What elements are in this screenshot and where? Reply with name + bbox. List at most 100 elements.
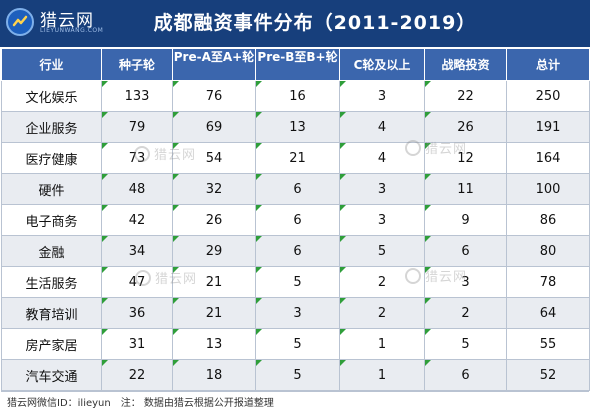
- cell-marker-icon: [256, 360, 262, 366]
- cell-text: 房产家居: [25, 338, 78, 354]
- cell-text: 21: [205, 305, 223, 321]
- cell-text: 4: [377, 150, 387, 166]
- cell-text: 47: [128, 274, 146, 290]
- cell-marker-icon: [340, 236, 346, 242]
- cell-text: 79: [128, 119, 146, 135]
- value-cell: 12: [424, 142, 507, 174]
- cell-marker-icon: [256, 205, 262, 211]
- column-header: 行业: [1, 48, 102, 81]
- value-cell: 3: [339, 204, 425, 236]
- table-row: 生活服务 47 21 5 2 3 78: [1, 266, 590, 298]
- cell-text: 4: [377, 119, 387, 135]
- cell-text: 164: [535, 150, 561, 166]
- table-row: 电子商务 42 26 6 3 9 86: [1, 204, 590, 236]
- cell-text: 6: [461, 367, 470, 383]
- value-cell: 26: [172, 204, 256, 236]
- industry-cell: 硬件: [1, 173, 102, 205]
- logo-name: 猎云网: [40, 11, 94, 31]
- column-header: Pre-A至A+轮: [172, 48, 256, 81]
- industry-cell: 汽车交通: [1, 359, 102, 391]
- table-row: 文化娱乐 133 76 16 3 22 250: [1, 80, 590, 112]
- cell-text: 13: [289, 119, 306, 135]
- value-cell: 133: [101, 80, 173, 112]
- value-cell: 6: [255, 235, 340, 267]
- cell-text: 5: [461, 336, 470, 352]
- value-cell: 5: [255, 328, 340, 360]
- cell-marker-icon: [102, 205, 108, 211]
- cell-marker-icon: [425, 143, 431, 149]
- cell-text: 32: [205, 181, 223, 197]
- industry-cell: 医疗健康: [1, 142, 102, 174]
- value-cell: 5: [255, 359, 340, 391]
- cell-text: 金融: [38, 245, 65, 261]
- cell-text: 3: [377, 212, 387, 228]
- cell-marker-icon: [425, 329, 431, 335]
- cell-marker-icon: [173, 267, 179, 273]
- cell-text: 生活服务: [25, 276, 78, 292]
- table-row: 金融 34 29 6 5 6 80: [1, 235, 590, 267]
- cell-text: 6: [293, 181, 302, 197]
- cell-text: 26: [205, 212, 223, 228]
- cell-marker-icon: [173, 236, 179, 242]
- brand-logo: 猎云网 LIEYUNWANG.COM: [4, 6, 116, 40]
- cell-text: 医疗健康: [25, 152, 78, 168]
- cell-marker-icon: [256, 112, 262, 118]
- column-header: Pre-B至B+轮: [255, 48, 340, 81]
- value-cell: 76: [172, 80, 256, 112]
- cell-marker-icon: [340, 81, 346, 87]
- cell-text: 3: [377, 181, 387, 197]
- value-cell: 86: [506, 204, 590, 236]
- value-cell: 4: [339, 111, 425, 143]
- value-cell: 3: [255, 297, 340, 329]
- value-cell: 22: [424, 80, 507, 112]
- cell-marker-icon: [340, 112, 346, 118]
- value-cell: 2: [339, 266, 425, 298]
- cell-text: 52: [539, 367, 557, 383]
- cell-marker-icon: [256, 298, 262, 304]
- cell-text: 11: [457, 181, 474, 197]
- financing-table: 行业 种子轮 Pre-A至A+轮 Pre-B至B+轮 C轮及以上 战略投资 总计…: [1, 48, 590, 391]
- cell-marker-icon: [102, 360, 108, 366]
- cell-marker-icon: [425, 360, 431, 366]
- column-header: 总计: [506, 48, 590, 81]
- value-cell: 80: [506, 235, 590, 267]
- value-cell: 6: [255, 173, 340, 205]
- cell-marker-icon: [425, 298, 431, 304]
- value-cell: 36: [101, 297, 173, 329]
- cell-marker-icon: [173, 81, 179, 87]
- cell-text: 29: [205, 243, 223, 259]
- cell-text: 73: [128, 150, 146, 166]
- cell-marker-icon: [102, 298, 108, 304]
- cell-marker-icon: [425, 174, 431, 180]
- value-cell: 48: [101, 173, 173, 205]
- cell-text: 1: [377, 336, 387, 352]
- cell-text: 76: [205, 88, 223, 104]
- value-cell: 2: [339, 297, 425, 329]
- value-cell: 13: [255, 111, 340, 143]
- value-cell: 52: [506, 359, 590, 391]
- footer-data-source: 注： 数据由猎云根据公开报道整理: [120, 398, 274, 409]
- value-cell: 250: [506, 80, 590, 112]
- table-row: 房产家居 31 13 5 1 5 55: [1, 328, 590, 360]
- cell-text: 86: [539, 212, 557, 228]
- cell-text: 34: [128, 243, 146, 259]
- value-cell: 13: [172, 328, 256, 360]
- cell-marker-icon: [425, 236, 431, 242]
- cell-text: 5: [293, 274, 302, 290]
- value-cell: 26: [424, 111, 507, 143]
- value-cell: 18: [172, 359, 256, 391]
- industry-cell: 文化娱乐: [1, 80, 102, 112]
- value-cell: 6: [424, 235, 507, 267]
- cell-marker-icon: [173, 143, 179, 149]
- cell-marker-icon: [102, 112, 108, 118]
- cell-text: 5: [377, 243, 387, 259]
- cell-marker-icon: [173, 112, 179, 118]
- cell-marker-icon: [425, 267, 431, 273]
- value-cell: 16: [255, 80, 340, 112]
- value-cell: 3: [424, 266, 507, 298]
- industry-cell: 生活服务: [1, 266, 102, 298]
- value-cell: 22: [101, 359, 173, 391]
- cell-text: 企业服务: [25, 121, 78, 137]
- value-cell: 3: [339, 80, 425, 112]
- value-cell: 78: [506, 266, 590, 298]
